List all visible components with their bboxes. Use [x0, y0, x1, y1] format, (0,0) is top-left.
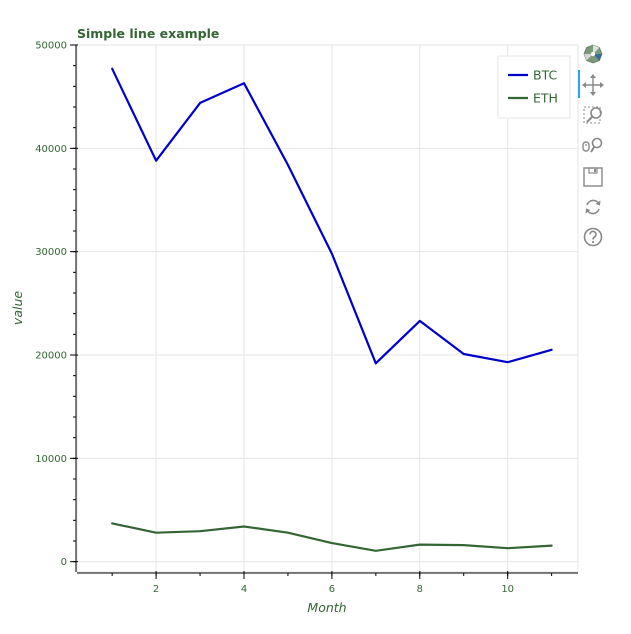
- series-lines: [111, 67, 553, 552]
- x-tick-label: 8: [417, 584, 423, 595]
- x-axis-label: Month: [307, 600, 346, 615]
- grid-lines: [77, 44, 578, 572]
- x-tick-label: 6: [329, 584, 335, 595]
- y-tick-label: 10000: [35, 454, 67, 465]
- legend[interactable]: BTC ETH: [497, 55, 571, 119]
- x-tick-label: 2: [153, 584, 159, 595]
- reset-tool-icon[interactable]: [578, 192, 608, 222]
- legend-label-btc: BTC: [533, 68, 557, 83]
- x-tick-label: 10: [501, 584, 514, 595]
- legend-box: [497, 55, 571, 119]
- axes: 2 4 6 8 10 0 10000 20000 30000 40000 50000: [35, 41, 578, 595]
- y-tick-label: 50000: [35, 41, 67, 52]
- save-tool-icon[interactable]: [578, 162, 608, 192]
- legend-label-eth: ETH: [533, 91, 558, 106]
- box-zoom-tool-icon[interactable]: [578, 101, 608, 131]
- wheel-zoom-tool-icon[interactable]: [578, 131, 608, 161]
- y-axis-label: value: [10, 291, 25, 325]
- y-tick-label: 20000: [35, 351, 67, 362]
- x-tick-label: 4: [241, 584, 247, 595]
- chart-title: Simple line example: [77, 26, 219, 41]
- bokeh-logo-icon[interactable]: [578, 40, 608, 70]
- plot-frame: [76, 44, 579, 573]
- y-tick-label: 0: [61, 557, 67, 568]
- help-tool-icon[interactable]: [578, 222, 608, 252]
- y-tick-label: 40000: [35, 144, 67, 155]
- active-tool-indicator: [578, 70, 580, 98]
- y-tick-label: 30000: [35, 247, 67, 258]
- pan-tool-icon[interactable]: [578, 70, 608, 100]
